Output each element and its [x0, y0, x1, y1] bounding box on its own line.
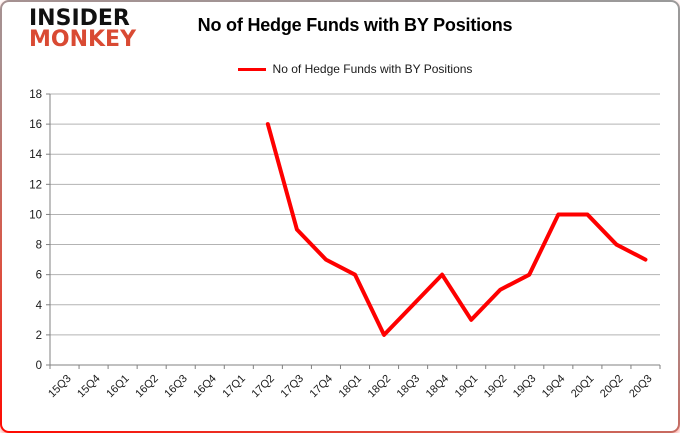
svg-text:16Q2: 16Q2: [133, 373, 161, 401]
svg-text:17Q3: 17Q3: [279, 373, 307, 401]
svg-text:16Q1: 16Q1: [104, 373, 132, 401]
legend-label: No of Hedge Funds with BY Positions: [272, 62, 473, 76]
logo-text-insider: INSIDER: [29, 6, 130, 31]
svg-text:14: 14: [29, 149, 42, 161]
legend-line-swatch: [237, 67, 266, 71]
svg-text:2: 2: [36, 330, 42, 342]
svg-text:20Q3: 20Q3: [627, 373, 655, 401]
chart-title: No of Hedge Funds with BY Positions: [197, 15, 513, 35]
insider-monkey-logo: INSIDER MONKEY: [29, 6, 137, 52]
svg-text:17Q2: 17Q2: [249, 373, 277, 401]
svg-text:15Q4: 15Q4: [75, 373, 103, 401]
svg-text:16Q3: 16Q3: [162, 373, 190, 401]
svg-text:8: 8: [36, 240, 42, 252]
svg-text:19Q2: 19Q2: [482, 373, 510, 401]
svg-text:17Q4: 17Q4: [308, 373, 336, 401]
svg-text:4: 4: [36, 300, 43, 312]
svg-text:17Q1: 17Q1: [220, 373, 248, 401]
svg-text:12: 12: [29, 179, 42, 191]
svg-text:19Q3: 19Q3: [511, 373, 539, 401]
svg-text:16Q4: 16Q4: [191, 373, 219, 401]
svg-text:15Q3: 15Q3: [46, 373, 74, 401]
svg-text:18Q4: 18Q4: [424, 373, 452, 401]
svg-text:6: 6: [36, 270, 42, 282]
svg-text:18Q1: 18Q1: [337, 373, 365, 401]
legend: No of Hedge Funds with BY Positions: [50, 62, 660, 76]
svg-text:18Q3: 18Q3: [395, 373, 423, 401]
svg-text:18: 18: [29, 89, 42, 101]
logo-text-monkey: MONKEY: [29, 26, 137, 52]
svg-text:20Q1: 20Q1: [569, 373, 597, 401]
svg-text:20Q2: 20Q2: [598, 373, 626, 401]
svg-text:19Q4: 19Q4: [540, 373, 568, 401]
svg-text:19Q1: 19Q1: [453, 373, 481, 401]
svg-text:10: 10: [29, 209, 42, 221]
svg-text:18Q2: 18Q2: [366, 373, 394, 401]
svg-text:16: 16: [29, 119, 42, 131]
svg-text:0: 0: [36, 360, 42, 372]
